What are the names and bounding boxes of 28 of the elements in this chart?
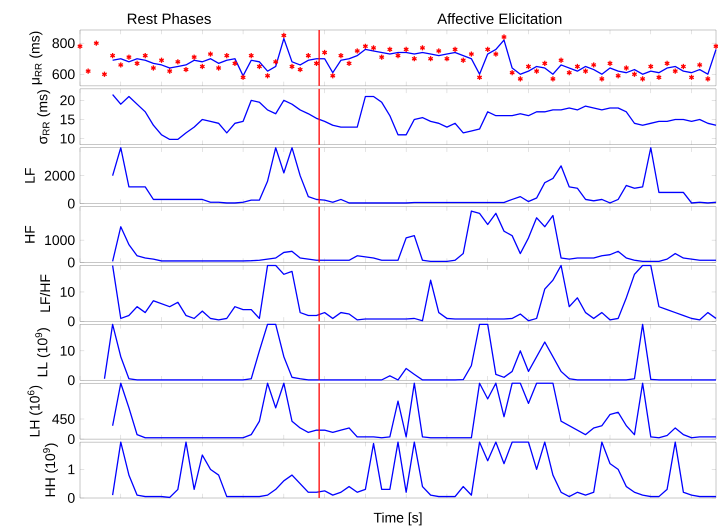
y-tick-label: 0 [68, 258, 75, 268]
y-axis-title: HH (10$^{9}$) [42, 444, 58, 496]
y-tick-label: 800 [52, 38, 75, 48]
y-tick-label: 0 [68, 493, 75, 503]
y-axis-title: σ$_{RR}$ (ms) [37, 90, 50, 144]
y-axis-title: LF/HF [40, 274, 50, 312]
y-tick-label: 0 [68, 375, 75, 386]
y-tick-label: 15 [60, 114, 75, 124]
y-tick-label: 600 [52, 69, 75, 80]
y-axis-title: LH (10$^{6}$) [27, 386, 42, 436]
y-tick-label: 10 [60, 287, 75, 297]
text: Rest Phases [128, 13, 211, 24]
y-tick-label: 0 [68, 434, 75, 444]
text: Affective Elicitation [437, 13, 562, 24]
y-axis-title: μ$_{RR}$ (ms) [29, 32, 42, 84]
y-tick-label: 2000 [44, 170, 75, 181]
y-tick-label: 450 [52, 414, 75, 424]
y-axis-title: LL (10$^{9}$) [35, 328, 50, 376]
y-tick-label: 0 [68, 198, 75, 209]
x-axis-title: Time [s] [374, 512, 422, 526]
y-axis-title: HF [25, 226, 35, 243]
y-tick-label: 1000 [45, 235, 75, 246]
y-tick-label: 1 [68, 464, 74, 474]
y-tick-label: 0 [68, 316, 75, 326]
y-tick-label: 10 [60, 346, 75, 356]
y-axis-title: LF [25, 168, 35, 183]
y-tick-label: 10 [60, 134, 75, 144]
y-tick-label: 20 [60, 95, 75, 106]
